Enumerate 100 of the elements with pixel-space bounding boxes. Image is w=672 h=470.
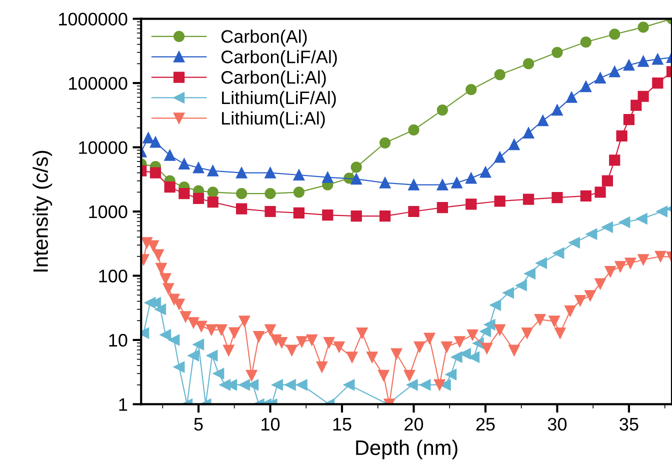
x-tick-label: 20 — [404, 418, 424, 431]
point — [552, 46, 563, 58]
point — [192, 192, 204, 204]
point — [574, 295, 586, 306]
point — [451, 177, 462, 188]
point — [584, 290, 596, 302]
point — [366, 352, 378, 363]
point — [534, 314, 546, 326]
point — [379, 210, 391, 222]
point — [253, 331, 264, 342]
point — [296, 379, 308, 390]
point — [602, 175, 613, 186]
point — [246, 370, 258, 382]
point — [160, 273, 172, 284]
point — [445, 368, 457, 380]
point — [467, 329, 478, 340]
point — [638, 56, 649, 67]
point — [466, 198, 477, 210]
point — [522, 328, 533, 339]
point — [152, 249, 164, 260]
point — [554, 328, 566, 339]
point — [180, 311, 192, 322]
point — [334, 341, 345, 352]
point — [346, 352, 358, 363]
point — [272, 379, 283, 390]
point — [236, 188, 248, 200]
legend-label: Carbon(Al) — [221, 30, 307, 46]
point — [614, 260, 626, 272]
x-axis-title: Depth (nm) — [356, 440, 458, 460]
point — [508, 139, 520, 150]
point — [522, 127, 534, 139]
x-tick-label: 30 — [548, 418, 567, 431]
point — [236, 167, 248, 178]
point — [350, 173, 362, 185]
point — [420, 379, 431, 390]
point — [451, 352, 462, 363]
point — [454, 336, 466, 348]
point — [390, 348, 402, 360]
point — [322, 172, 334, 183]
point — [466, 172, 477, 184]
point — [494, 69, 506, 80]
legend-label: Lithium(Li:Al) — [222, 111, 325, 128]
point — [286, 344, 298, 356]
point — [228, 327, 240, 338]
point — [656, 206, 668, 218]
legend-label: Lithium(LiF/Al) — [222, 90, 336, 108]
point — [623, 114, 635, 126]
point — [638, 22, 649, 33]
point — [586, 228, 598, 240]
point — [516, 280, 527, 291]
point — [236, 203, 248, 214]
point — [494, 152, 506, 163]
point — [466, 84, 477, 96]
point — [196, 320, 207, 332]
point — [379, 137, 391, 148]
point — [636, 213, 648, 224]
point — [436, 202, 448, 214]
x-tick-label: 10 — [262, 418, 280, 431]
point — [624, 258, 636, 269]
point — [522, 58, 534, 70]
point — [238, 379, 250, 390]
point — [536, 258, 547, 269]
point — [174, 361, 185, 373]
point — [378, 370, 390, 382]
point — [264, 324, 276, 336]
point — [293, 169, 305, 181]
point — [322, 210, 334, 221]
point — [434, 379, 446, 390]
point — [188, 350, 200, 362]
point — [609, 28, 620, 40]
point — [594, 72, 606, 84]
point — [594, 278, 606, 290]
point — [150, 136, 162, 148]
point — [142, 132, 154, 144]
point — [160, 329, 172, 340]
y-tick-label: 1 — [119, 398, 128, 411]
point — [480, 166, 492, 178]
point — [580, 190, 592, 202]
point — [238, 316, 250, 327]
point — [436, 104, 448, 116]
y-tick-label: 10000 — [79, 141, 128, 154]
point — [480, 326, 492, 337]
point — [168, 334, 180, 346]
point — [502, 287, 514, 298]
point — [344, 379, 355, 390]
point — [609, 66, 620, 78]
point — [548, 316, 560, 327]
point — [522, 194, 534, 205]
point — [216, 324, 228, 336]
point — [178, 188, 190, 200]
point — [408, 206, 420, 218]
y-tick-label: 1000000 — [59, 12, 128, 26]
point — [206, 324, 217, 336]
point — [552, 104, 563, 116]
point — [652, 77, 664, 89]
point — [537, 115, 548, 126]
point — [164, 182, 176, 193]
y-tick-label: 100 — [99, 270, 128, 282]
point — [652, 54, 664, 65]
point — [481, 342, 492, 354]
